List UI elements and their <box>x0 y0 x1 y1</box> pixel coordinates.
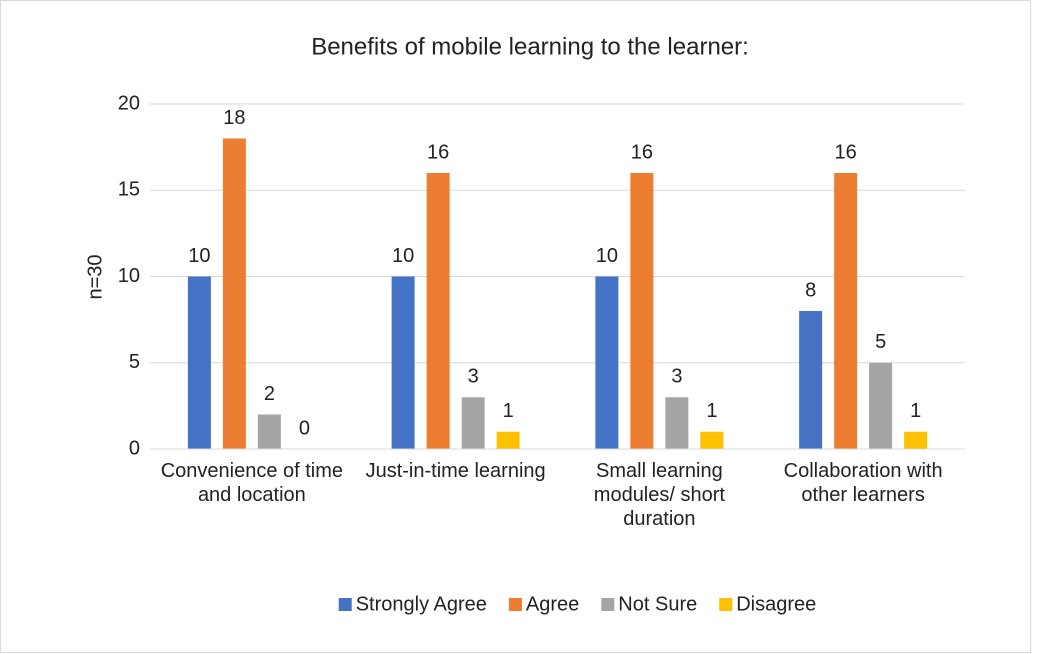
data-label: 18 <box>223 107 245 129</box>
y-tick-label: 15 <box>118 179 140 201</box>
bar <box>461 397 485 449</box>
bar <box>630 173 654 449</box>
x-tick-label: Small learning modules/ short duration <box>593 460 725 530</box>
legend-item: Disagree <box>719 593 816 615</box>
bar <box>496 431 520 449</box>
bar <box>700 431 724 449</box>
data-label: 1 <box>910 400 921 422</box>
legend-label: Agree <box>526 593 579 615</box>
x-tick-label-box: Collaboration with other learners <box>783 460 943 506</box>
data-label: 16 <box>835 141 857 163</box>
data-label: 16 <box>631 141 653 163</box>
y-tick-label: 0 <box>129 437 140 459</box>
legend-item: Strongly Agree <box>338 593 487 615</box>
legend-item: Agree <box>508 593 579 615</box>
data-label: 16 <box>427 141 449 163</box>
bar <box>187 276 211 449</box>
chart-title: Benefits of mobile learning to the learn… <box>311 33 749 60</box>
data-label: 2 <box>264 383 275 405</box>
data-label: 1 <box>706 400 717 422</box>
bar <box>834 173 858 449</box>
x-tick-label-box: Convenience of time and location <box>160 460 344 506</box>
bar <box>799 311 823 449</box>
data-label: 3 <box>468 366 479 388</box>
legend-swatch <box>719 598 733 611</box>
data-label: 5 <box>875 331 886 353</box>
x-tick-label: Collaboration with other learners <box>783 460 943 506</box>
legend-swatch <box>508 598 522 611</box>
bar <box>595 276 619 449</box>
bar <box>391 276 415 449</box>
x-tick-label-box: Just-in-time learning <box>365 460 546 482</box>
y-tick-label: 5 <box>129 351 140 373</box>
y-tick-label: 20 <box>118 92 140 114</box>
data-label: 0 <box>299 417 310 439</box>
bar <box>426 173 450 449</box>
bar <box>665 397 689 449</box>
bar <box>869 362 893 449</box>
bar <box>257 414 281 449</box>
legend-label: Strongly Agree <box>356 593 487 615</box>
bar <box>904 431 928 449</box>
data-label: 1 <box>503 400 514 422</box>
legend-label: Disagree <box>736 593 816 615</box>
x-tick-label: Convenience of time and location <box>160 460 344 506</box>
x-tick-label: Just-in-time learning <box>365 460 546 482</box>
data-label: 8 <box>805 279 816 301</box>
x-tick-label-box: Small learning modules/ short duration <box>593 460 725 530</box>
data-label: 3 <box>671 366 682 388</box>
legend-swatch <box>601 598 615 611</box>
data-label: 10 <box>188 245 210 267</box>
data-label: 10 <box>392 245 414 267</box>
y-axis-label: n=30 <box>84 254 106 299</box>
bar <box>222 138 246 449</box>
legend-label: Not Sure <box>618 593 697 615</box>
data-label: 10 <box>596 245 618 267</box>
y-tick-label: 10 <box>118 265 140 287</box>
legend-item: Not Sure <box>601 593 697 615</box>
legend-swatch <box>338 598 352 611</box>
